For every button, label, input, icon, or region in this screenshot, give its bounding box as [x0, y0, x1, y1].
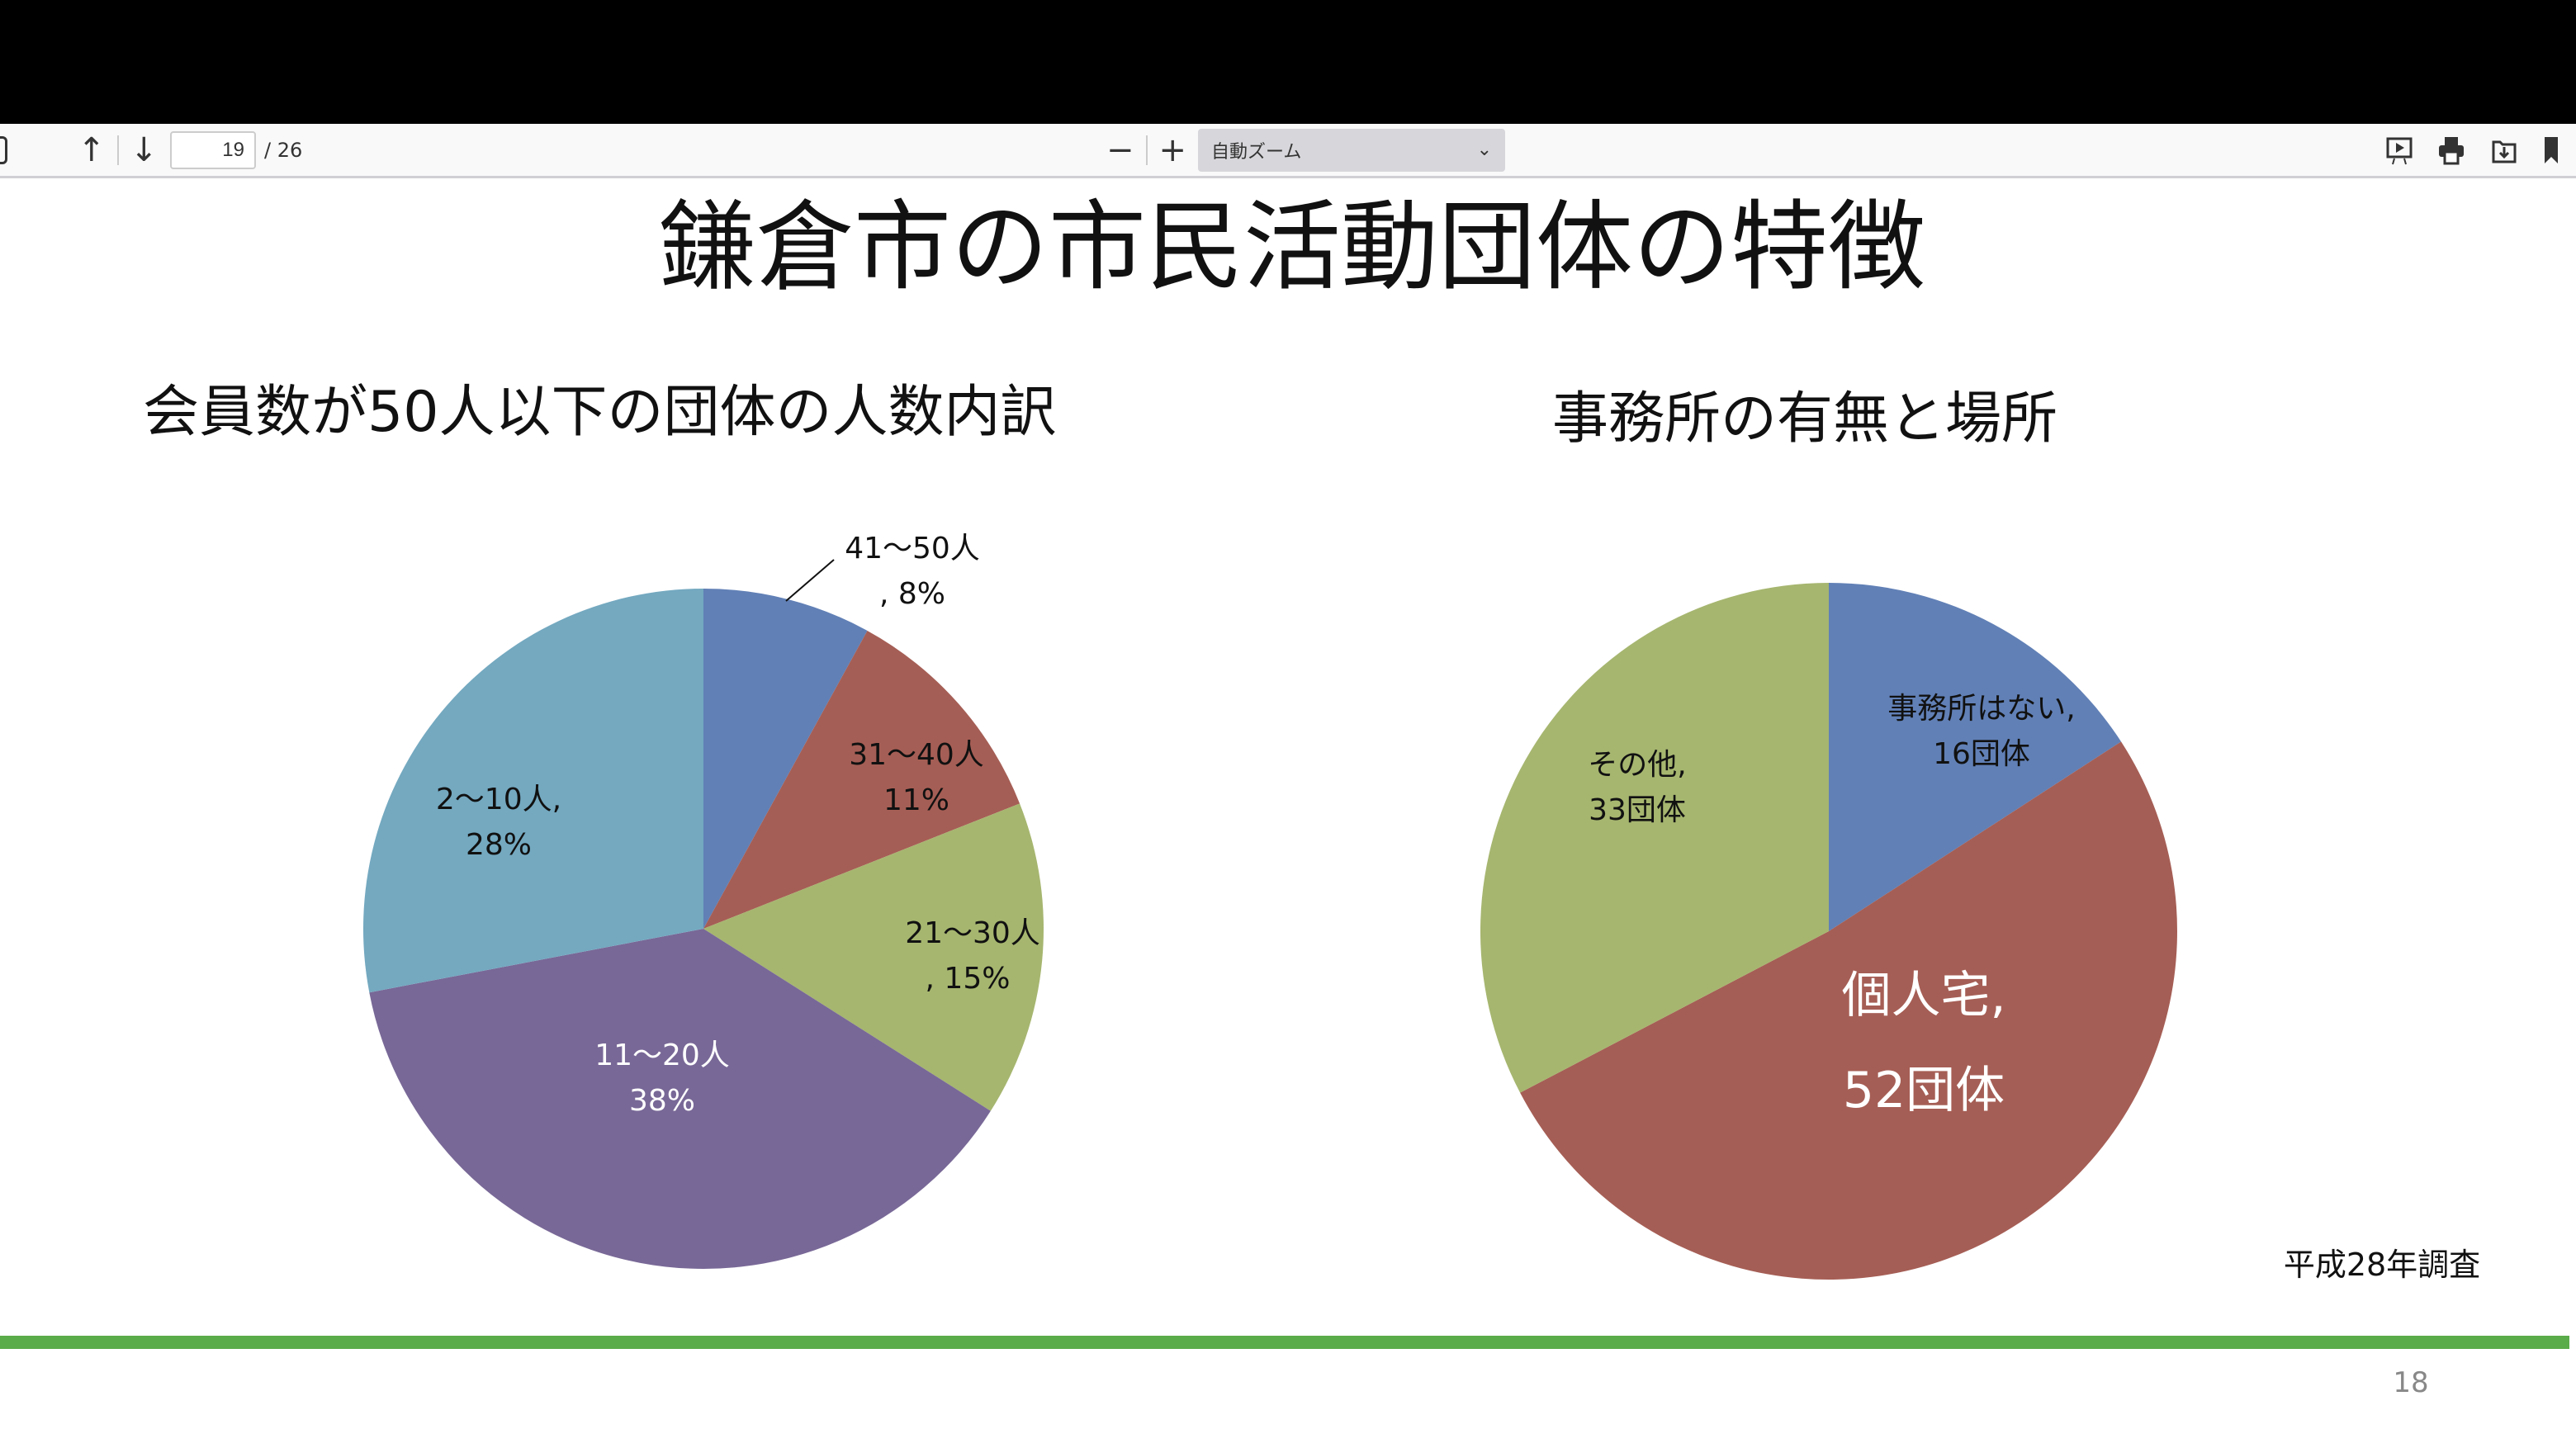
chart-title-right: 事務所の有無と場所: [1552, 386, 2057, 452]
pie-slice-2: [703, 803, 1044, 1111]
label-41-50: 41〜50人, 8%: [845, 532, 980, 611]
slide-title: 鎌倉市の市民活動団体の特徴: [659, 190, 1925, 304]
next-page-button[interactable]: ↓: [130, 130, 159, 169]
pie-slice-1: [703, 630, 1020, 929]
presentation-mode-icon[interactable]: [2386, 135, 2413, 165]
pie-chart-member-count: [362, 589, 1044, 1269]
print-icon[interactable]: [2437, 135, 2465, 165]
top-black-bar: [0, 0, 2576, 124]
pie-slice-0: [1829, 583, 2122, 931]
zoom-out-button[interactable]: −: [1106, 130, 1134, 169]
leader-line: [785, 559, 835, 602]
page-number-value: 19: [222, 138, 244, 161]
label-other: その他, 33団体: [1588, 748, 1686, 827]
label-21-30: 21〜30人, 15%: [905, 916, 1040, 996]
pie-chart-office: [1480, 583, 2177, 1280]
page-total: / 26: [264, 138, 303, 162]
pie-slice-0: [703, 589, 868, 929]
bookmark-icon[interactable]: [2543, 135, 2559, 165]
pie-slice-4: [362, 589, 703, 993]
divider: [116, 135, 119, 165]
pie-slice-2: [1480, 583, 1829, 1093]
download-icon[interactable]: [2490, 135, 2518, 165]
label-no-office: 事務所はない, 16団体: [1887, 692, 2075, 771]
label-2-10: 2〜10人, 28%: [436, 783, 561, 862]
zoom-select[interactable]: 自動ズーム ⌄: [1198, 128, 1506, 172]
zoom-select-value: 自動ズーム: [1211, 141, 1302, 163]
chevron-down-icon: ⌄: [1476, 140, 1493, 160]
pie-slice-1: [1520, 741, 2177, 1280]
sidebar-toggle-button[interactable]: [0, 124, 7, 176]
accent-line: [0, 1336, 2569, 1349]
page-number-input[interactable]: 19: [170, 130, 256, 169]
label-private-home: 個人宅, 52団体: [1841, 967, 2005, 1119]
survey-footnote: 平成28年調査: [2284, 1247, 2480, 1283]
slide-page-number: 18: [2393, 1366, 2428, 1399]
chart-title-left: 会員数が50人以下の団体の人数内訳: [143, 380, 1057, 445]
divider: [1145, 135, 1148, 165]
pie-slice-3: [369, 929, 991, 1269]
pdf-toolbar: ↑ ↓ 19 / 26 − + 自動ズーム ⌄: [0, 124, 2576, 178]
label-11-20: 11〜20人 38%: [594, 1039, 730, 1118]
zoom-in-button[interactable]: +: [1158, 130, 1187, 169]
previous-page-button[interactable]: ↑: [78, 130, 106, 169]
label-31-40: 31〜40人 11%: [849, 738, 984, 817]
